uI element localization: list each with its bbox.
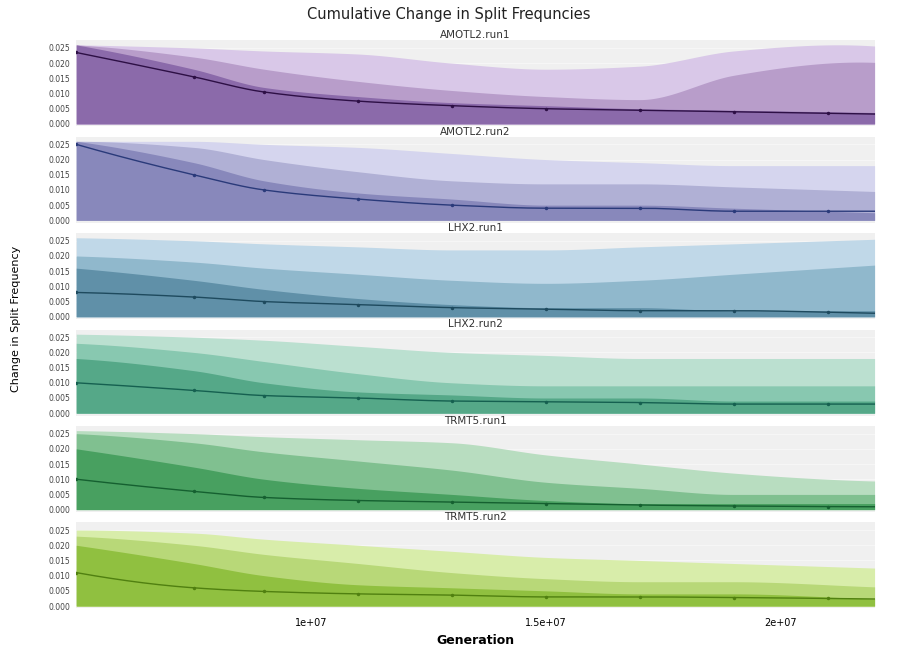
Text: TRMT5.run1: TRMT5.run1 (444, 416, 507, 426)
Text: Change in Split Frequency: Change in Split Frequency (11, 246, 22, 392)
Text: AMOTL2.run2: AMOTL2.run2 (440, 126, 510, 136)
Text: AMOTL2.run1: AMOTL2.run1 (440, 30, 510, 40)
Text: Cumulative Change in Split Frequncies: Cumulative Change in Split Frequncies (307, 7, 590, 22)
Text: LHX2.run1: LHX2.run1 (448, 223, 503, 233)
Text: TRMT5.run2: TRMT5.run2 (444, 512, 507, 522)
X-axis label: Generation: Generation (436, 634, 515, 647)
Text: LHX2.run2: LHX2.run2 (448, 319, 503, 329)
